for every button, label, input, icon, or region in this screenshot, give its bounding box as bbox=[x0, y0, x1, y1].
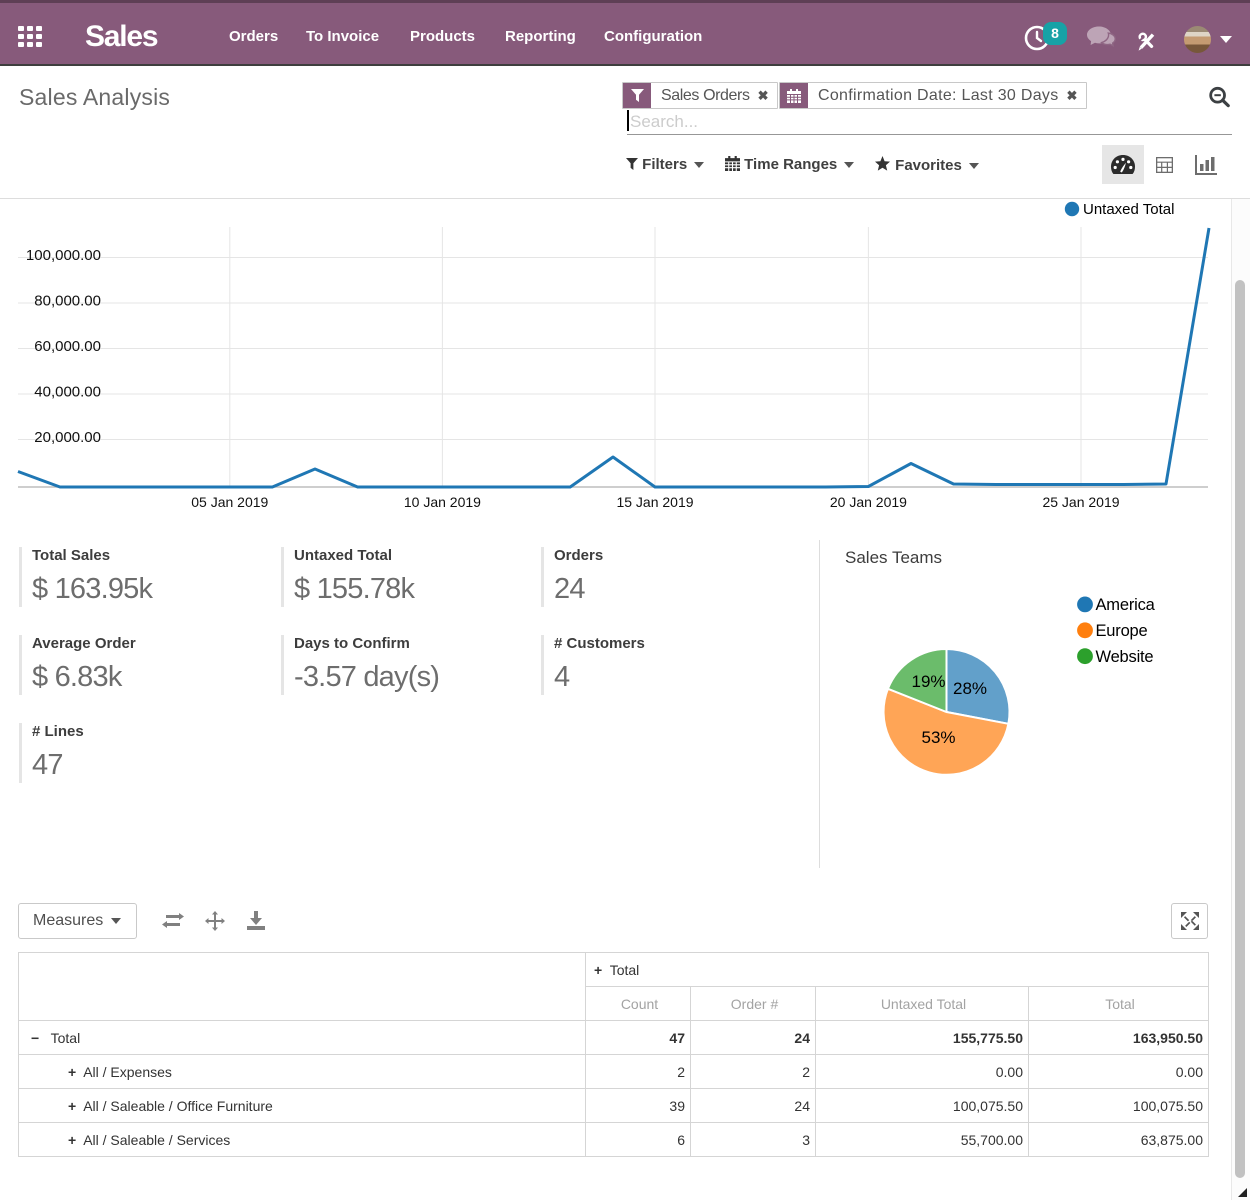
svg-text:25 Jan 2019: 25 Jan 2019 bbox=[1042, 494, 1119, 510]
svg-text:20 Jan 2019: 20 Jan 2019 bbox=[830, 494, 907, 510]
svg-text:60,000.00: 60,000.00 bbox=[34, 338, 101, 355]
svg-text:Untaxed Total: Untaxed Total bbox=[1083, 201, 1174, 218]
svg-text:19%: 19% bbox=[911, 672, 945, 691]
svg-text:Website: Website bbox=[1096, 648, 1154, 666]
svg-text:20,000.00: 20,000.00 bbox=[34, 429, 101, 446]
svg-text:80,000.00: 80,000.00 bbox=[34, 293, 101, 310]
svg-text:15 Jan 2019: 15 Jan 2019 bbox=[616, 494, 693, 510]
svg-text:100,000.00: 100,000.00 bbox=[26, 247, 101, 264]
svg-text:America: America bbox=[1096, 596, 1156, 614]
svg-text:53%: 53% bbox=[921, 728, 955, 747]
svg-text:Europe: Europe bbox=[1096, 622, 1148, 640]
svg-text:05 Jan 2019: 05 Jan 2019 bbox=[191, 494, 268, 510]
svg-text:10 Jan 2019: 10 Jan 2019 bbox=[404, 494, 481, 510]
svg-text:28%: 28% bbox=[953, 679, 987, 698]
svg-text:40,000.00: 40,000.00 bbox=[34, 384, 101, 401]
